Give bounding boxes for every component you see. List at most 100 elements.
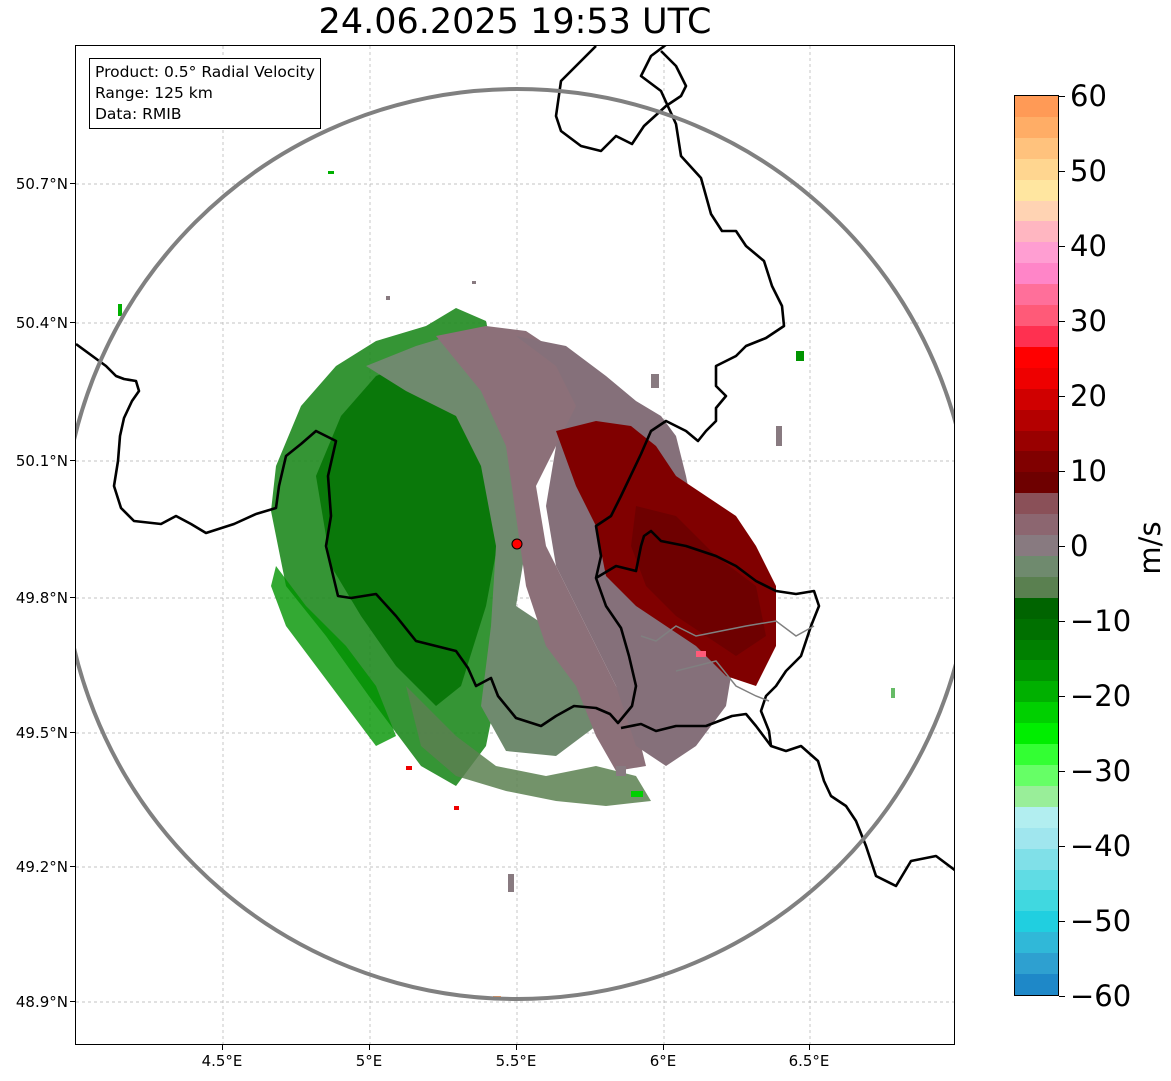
- colorbar-tick-label: 50: [1070, 154, 1107, 188]
- colorbar-tick: [1059, 771, 1065, 772]
- colorbar-segment: [1015, 702, 1058, 725]
- colorbar-segment: [1015, 409, 1058, 432]
- colorbar-tick: [1059, 321, 1065, 322]
- colorbar-segment: [1015, 639, 1058, 662]
- colorbar-tick-label: 60: [1070, 79, 1107, 113]
- colorbar-segment: [1015, 723, 1058, 746]
- info-data-source: Data: RMIB: [95, 105, 182, 123]
- colorbar-tick: [1059, 471, 1065, 472]
- lon-label: 6°E: [649, 1052, 677, 1070]
- range-ring: [76, 87, 954, 1001]
- lat-tick: [70, 183, 75, 184]
- colorbar-tick: [1059, 246, 1065, 247]
- colorbar-segment: [1015, 681, 1058, 704]
- lon-tick: [809, 1045, 810, 1050]
- colorbar-segment: [1015, 911, 1058, 934]
- country-borders: [76, 46, 954, 888]
- page-title: 24.06.2025 19:53 UTC: [318, 2, 712, 42]
- info-product: Product: 0.5° Radial Velocity: [95, 63, 315, 81]
- lon-tick: [369, 1045, 370, 1050]
- colorbar-tick: [1059, 621, 1065, 622]
- colorbar-tick: [1059, 396, 1065, 397]
- colorbar-segment: [1015, 221, 1058, 244]
- lon-label: 5.5°E: [495, 1052, 537, 1070]
- colorbar-tick: [1059, 921, 1065, 922]
- lat-label: 49.8°N: [15, 589, 68, 607]
- colorbar-segment: [1015, 765, 1058, 787]
- colorbar-segment: [1015, 660, 1058, 683]
- colorbar-segment: [1015, 744, 1058, 767]
- lat-label: 50.4°N: [15, 314, 68, 332]
- colorbar-tick-label: −30: [1070, 754, 1132, 788]
- colorbar-segment: [1015, 869, 1058, 892]
- colorbar-segment: [1015, 848, 1058, 871]
- info-legend: Product: 0.5° Radial Velocity Range: 125…: [89, 58, 321, 129]
- colorbar-segment: [1015, 305, 1058, 327]
- colorbar-tick: [1059, 846, 1065, 847]
- lat-tick: [70, 322, 75, 323]
- colorbar-segment: [1015, 451, 1058, 474]
- colorbar-segment: [1015, 263, 1058, 286]
- colorbar-segment: [1015, 116, 1058, 139]
- rivers: [640, 620, 815, 702]
- lon-tick: [516, 1045, 517, 1050]
- colorbar-tick-label: 10: [1070, 454, 1107, 488]
- colorbar-tick-label: 40: [1070, 229, 1107, 263]
- echo-southwest-speckle: [271, 566, 396, 746]
- lon-tick: [222, 1045, 223, 1050]
- lat-label: 50.1°N: [15, 452, 68, 470]
- colorbar-segment: [1015, 137, 1058, 160]
- lat-label: 49.5°N: [15, 724, 68, 742]
- colorbar-tick-label: 30: [1070, 304, 1107, 338]
- colorbar-segment: [1015, 974, 1058, 995]
- radar-site-marker[interactable]: [511, 538, 523, 550]
- colorbar-tick: [1059, 96, 1065, 97]
- lat-tick: [70, 1001, 75, 1002]
- colorbar-tick: [1059, 696, 1065, 697]
- colorbar-tick-label: 0: [1070, 529, 1089, 563]
- colorbar-segment: [1015, 514, 1058, 537]
- colorbar-tick-label: −50: [1070, 904, 1132, 938]
- colorbar-segment: [1015, 618, 1058, 641]
- colorbar-segment: [1015, 785, 1058, 808]
- colorbar-segment: [1015, 890, 1058, 913]
- colorbar-segment: [1015, 555, 1058, 578]
- colorbar-segment: [1015, 96, 1058, 118]
- radar-map[interactable]: [76, 46, 955, 1045]
- colorbar-segment: [1015, 179, 1058, 202]
- map-panel[interactable]: Product: 0.5° Radial Velocity Range: 125…: [75, 45, 955, 1045]
- colorbar-tick-label: −60: [1070, 979, 1132, 1013]
- colorbar-segment: [1015, 932, 1058, 955]
- velocity-echoes: [118, 171, 895, 998]
- colorbar-segment: [1015, 827, 1058, 850]
- colorbar-segment: [1015, 200, 1058, 223]
- echo-pale: [436, 326, 646, 771]
- colorbar-tick-label: −20: [1070, 679, 1132, 713]
- lat-label: 50.7°N: [15, 175, 68, 193]
- colorbar-segment: [1015, 597, 1058, 620]
- lat-tick: [70, 460, 75, 461]
- colorbar-segment: [1015, 806, 1058, 829]
- colorbar-segment: [1015, 242, 1058, 265]
- colorbar-segment: [1015, 576, 1058, 599]
- echo-south-fringe: [406, 686, 651, 806]
- lat-tick: [70, 866, 75, 867]
- lon-tick: [663, 1045, 664, 1050]
- colorbar-unit-label: m/s: [1133, 521, 1167, 575]
- lat-label: 48.9°N: [15, 993, 68, 1011]
- echo-gray-green: [366, 331, 596, 756]
- colorbar-tick-label: −40: [1070, 829, 1132, 863]
- colorbar-tick-label: −10: [1070, 604, 1132, 638]
- colorbar-segment: [1015, 346, 1058, 369]
- colorbar-segment: [1015, 367, 1058, 390]
- colorbar-tick-label: 20: [1070, 379, 1107, 413]
- info-range: Range: 125 km: [95, 84, 213, 102]
- echo-red-core: [631, 506, 766, 656]
- lon-label: 6.5°E: [788, 1052, 830, 1070]
- lat-tick: [70, 732, 75, 733]
- colorbar-segment: [1015, 284, 1058, 307]
- colorbar-segment: [1015, 535, 1058, 557]
- lat-tick: [70, 597, 75, 598]
- colorbar-segment: [1015, 388, 1058, 411]
- colorbar-segment: [1015, 472, 1058, 495]
